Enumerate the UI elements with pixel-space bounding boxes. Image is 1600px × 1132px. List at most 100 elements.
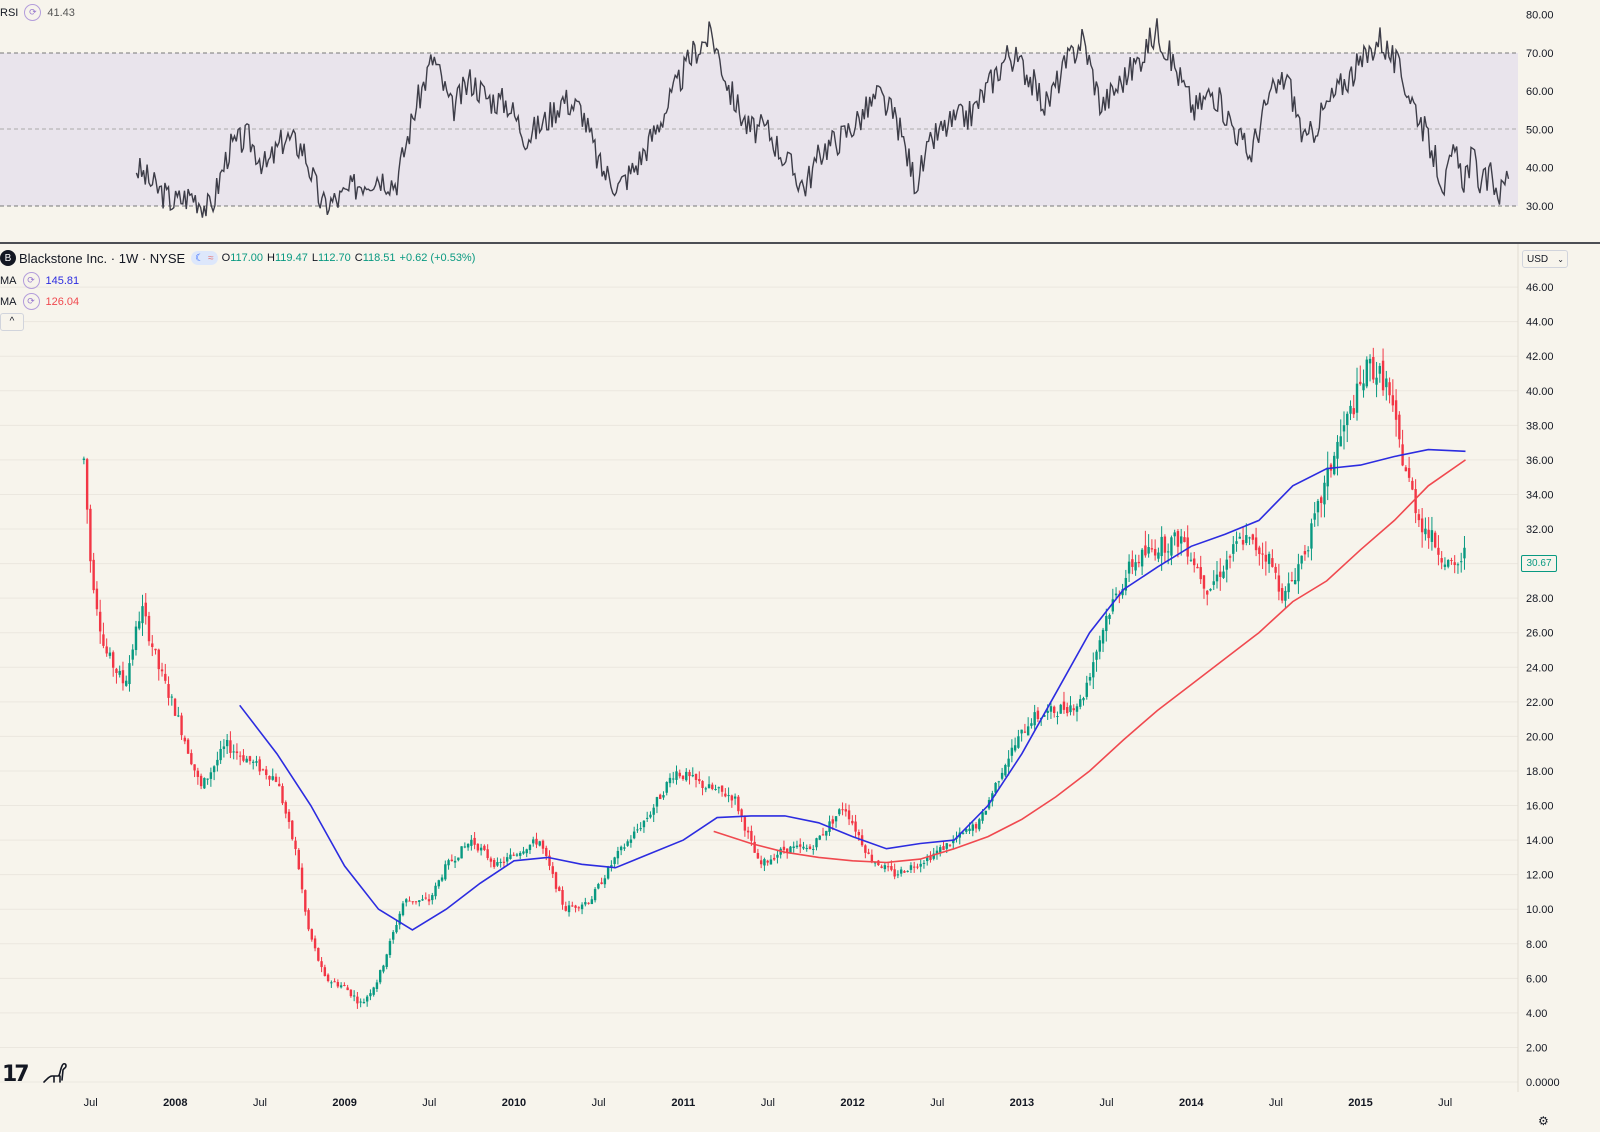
candle-body xyxy=(929,856,932,861)
dinosaur-icon[interactable] xyxy=(42,1060,68,1084)
candle-body xyxy=(336,982,340,987)
candle-body xyxy=(1179,536,1183,544)
candle-body xyxy=(551,866,554,874)
candle-body xyxy=(1352,408,1355,415)
tradingview-logo-icon[interactable]: 17 xyxy=(2,1062,30,1087)
candle-body xyxy=(1433,532,1437,548)
candle-body xyxy=(261,769,265,771)
time-tick-label: Jul xyxy=(422,1097,436,1109)
candle-body xyxy=(1411,480,1414,490)
candle-body xyxy=(265,769,268,776)
price-tick-label: 18.00 xyxy=(1526,766,1554,778)
price-tick-label: 2.00 xyxy=(1526,1042,1547,1054)
candle-body xyxy=(1066,707,1069,714)
candle-body xyxy=(1017,736,1020,748)
candle-body xyxy=(382,965,385,972)
candle-body xyxy=(1398,414,1401,440)
candle-body xyxy=(717,787,721,789)
rsi-series xyxy=(135,18,1510,218)
ma-line-blue xyxy=(239,448,1466,931)
candle-body xyxy=(1378,365,1382,374)
candle-body xyxy=(183,737,187,742)
candle-body xyxy=(1326,467,1329,487)
candle-body xyxy=(909,865,913,870)
candle-body xyxy=(1450,560,1453,562)
time-tick-label: 2014 xyxy=(1179,1097,1204,1109)
candle-body xyxy=(287,811,291,822)
price-tick-label: 6.00 xyxy=(1526,973,1547,985)
candle-body xyxy=(222,746,226,750)
ma2-settings-icon[interactable]: ⟳ xyxy=(22,293,40,310)
candle-body xyxy=(1206,590,1209,595)
candle-body xyxy=(880,866,883,868)
candle-body xyxy=(795,845,799,848)
symbol-logo-icon: B xyxy=(0,250,16,266)
candle-body xyxy=(203,778,206,789)
candle-body xyxy=(421,899,424,901)
candle-body xyxy=(1456,564,1460,566)
candle-body xyxy=(414,901,418,903)
candle-body xyxy=(102,634,105,646)
candle-body xyxy=(899,869,903,874)
candle-body xyxy=(170,696,174,698)
market-status-badge[interactable]: ☾ ≈ xyxy=(191,251,218,265)
candle-body xyxy=(499,861,502,863)
time-tick-label: 2012 xyxy=(840,1097,864,1109)
candle-body xyxy=(1007,758,1010,767)
ma-line-red xyxy=(713,459,1466,864)
low-value: 112.70 xyxy=(317,252,351,264)
rsi-value: 41.43 xyxy=(47,6,75,19)
rsi-settings-icon[interactable]: ⟳ xyxy=(24,4,42,21)
candle-body xyxy=(444,864,447,880)
candle-body xyxy=(753,841,756,853)
candle-body xyxy=(903,871,906,873)
candle-body xyxy=(235,751,239,754)
candle-body xyxy=(945,843,948,849)
price-tick-label: 12.00 xyxy=(1526,870,1554,882)
candle-body xyxy=(619,846,623,851)
symbol-title[interactable]: Blackstone Inc. · 1W · NYSE xyxy=(19,250,186,266)
candle-body xyxy=(294,840,297,850)
currency-selector[interactable]: USD ⌄ xyxy=(1522,250,1568,268)
ma1-settings-icon[interactable]: ⟳ xyxy=(22,272,40,289)
candle-body xyxy=(994,782,997,793)
candle-body xyxy=(776,854,779,858)
price-tick-label: 24.00 xyxy=(1526,662,1554,674)
rsi-tick-label: 50.00 xyxy=(1526,124,1554,136)
currency-label: USD xyxy=(1527,254,1549,265)
candle-body xyxy=(629,839,633,843)
candle-body xyxy=(199,775,203,787)
candle-body xyxy=(1079,699,1082,707)
price-tick-label: 8.00 xyxy=(1526,939,1547,951)
candle-body xyxy=(1004,765,1007,776)
candle-body xyxy=(447,860,450,866)
candle-body xyxy=(1375,377,1378,385)
time-tick-label: 2010 xyxy=(502,1097,526,1109)
candle-body xyxy=(1241,539,1245,545)
candle-body xyxy=(730,795,734,801)
candle-body xyxy=(177,715,180,717)
candle-body xyxy=(1368,358,1372,364)
candle-body xyxy=(238,755,242,757)
candle-body xyxy=(1258,547,1261,555)
candle-body xyxy=(528,844,532,851)
candle-body xyxy=(1199,567,1202,580)
candle-body xyxy=(886,866,890,868)
collapse-legend-button[interactable]: ^ xyxy=(0,313,24,331)
candle-body xyxy=(1013,745,1017,751)
ma1-value: 145.81 xyxy=(45,274,80,287)
ma2-value: 126.04 xyxy=(45,295,80,308)
candle-body xyxy=(567,905,571,913)
candle-body xyxy=(704,788,707,790)
candle-body xyxy=(821,834,825,836)
candle-body xyxy=(789,846,792,854)
candle-body xyxy=(1385,378,1388,388)
candle-body xyxy=(330,982,333,984)
candle-body xyxy=(935,850,939,854)
candle-body xyxy=(1420,518,1424,533)
candle-body xyxy=(196,770,200,777)
candle-body xyxy=(1189,559,1193,561)
candle-body xyxy=(486,849,489,859)
gear-icon[interactable]: ⚙ xyxy=(1538,1114,1549,1128)
candle-body xyxy=(457,857,460,861)
